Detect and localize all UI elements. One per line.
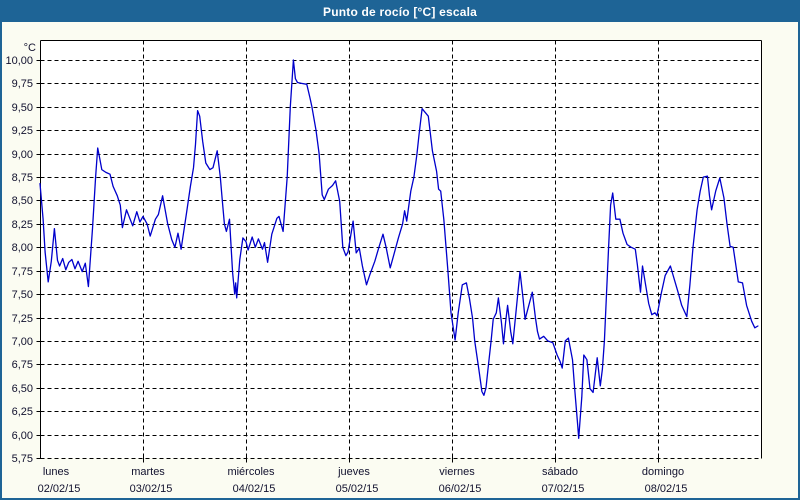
y-axis-label: 8,25	[12, 219, 33, 231]
x-axis-day-label: miércoles	[227, 466, 275, 478]
y-axis-label: 7,75	[12, 266, 33, 278]
x-axis-date-label: 05/02/15	[336, 483, 379, 495]
y-axis-label: 10,00	[5, 55, 33, 67]
y-axis-label: 9,25	[12, 125, 33, 137]
gridlines	[36, 40, 762, 463]
y-axis-label: 6,75	[12, 359, 33, 371]
y-axis-label: 9,50	[12, 102, 33, 114]
x-axis-day-label: martes	[131, 466, 165, 478]
y-axis-label: 9,75	[12, 78, 33, 90]
y-axis-label: 7,50	[12, 289, 33, 301]
x-axis-day-label: viernes	[439, 466, 475, 478]
y-axis-label: 8,00	[12, 242, 33, 254]
y-axis-label: 8,75	[12, 172, 33, 184]
x-axis-day-label: jueves	[337, 466, 370, 478]
x-axis-date-label: 07/02/15	[542, 483, 585, 495]
dew-point-line-chart: 10,00 9,75 9,50 9,25 9,00 8,75 8,50 8,25 8,00 7,7…	[5, 40, 762, 495]
y-axis-unit-label: °C	[24, 42, 36, 54]
y-axis-label: 6,00	[12, 430, 33, 442]
plot-background	[40, 40, 761, 458]
x-axis-date-label: 08/02/15	[645, 483, 688, 495]
chart-title: Punto de rocío [°C] escala	[322, 5, 478, 19]
x-axis-day-label: sábado	[542, 466, 578, 478]
dew-point-series-line	[39, 59, 759, 439]
x-axis-date-label: 06/02/15	[439, 483, 482, 495]
title-bar: Punto de rocío [°C] escala	[2, 2, 798, 22]
y-axis-label: 8,50	[12, 195, 33, 207]
y-axis-label: 5,75	[12, 453, 33, 465]
y-axis-label: 7,00	[12, 336, 33, 348]
x-axis-date-label: 03/02/15	[130, 483, 173, 495]
y-axis-label: 7,25	[12, 313, 33, 325]
x-axis-day-label: domingo	[642, 466, 684, 478]
x-axis-date-label: 04/02/15	[233, 483, 276, 495]
x-axis-day-label: lunes	[43, 466, 70, 478]
y-axis-label: 6,25	[12, 406, 33, 418]
y-axis-label: 6,50	[12, 383, 33, 395]
x-axis-date-label: 02/02/15	[38, 483, 81, 495]
chart-area: 10,00 9,75 9,50 9,25 9,00 8,75 8,50 8,25 8,00 7,7…	[2, 22, 798, 498]
y-axis-label: 9,00	[12, 149, 33, 161]
